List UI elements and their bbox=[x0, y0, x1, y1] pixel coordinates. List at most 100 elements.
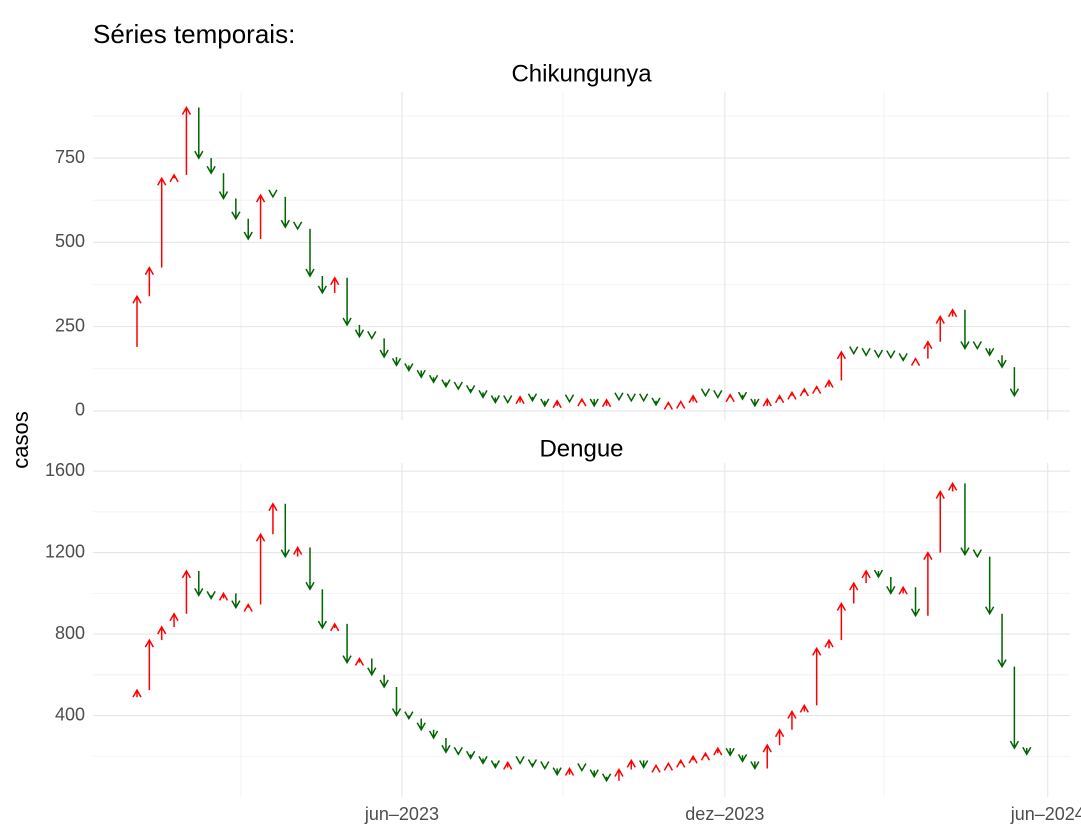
arrow-down bbox=[416, 718, 426, 732]
arrow-up bbox=[812, 385, 822, 394]
arrow-down bbox=[737, 753, 748, 763]
arrow-down bbox=[700, 388, 711, 398]
arrow-up bbox=[255, 532, 266, 605]
arrow-down bbox=[206, 158, 216, 175]
arrow-down bbox=[391, 687, 402, 718]
y-tick-label: 1600 bbox=[45, 460, 85, 480]
arrow-down bbox=[428, 374, 439, 384]
arrow-down bbox=[552, 767, 562, 777]
arrow-down bbox=[1009, 367, 1020, 398]
y-tick-label: 800 bbox=[55, 623, 85, 643]
arrow-up bbox=[725, 393, 735, 403]
arrow-down bbox=[725, 747, 735, 757]
arrow-down bbox=[972, 549, 982, 559]
arrow-up bbox=[898, 585, 908, 595]
arrow-down bbox=[626, 393, 636, 403]
arrow-down bbox=[379, 338, 389, 359]
arrow-up bbox=[218, 591, 229, 601]
arrow-up bbox=[774, 394, 785, 404]
arrow-up bbox=[626, 758, 636, 770]
arrow-down bbox=[861, 347, 871, 357]
arrow-down bbox=[367, 658, 377, 677]
arrow-down bbox=[540, 398, 550, 408]
arrow-down bbox=[898, 352, 908, 362]
arrow-down bbox=[305, 547, 315, 591]
arrow-down bbox=[651, 397, 661, 407]
arrow-up bbox=[849, 581, 859, 604]
arrow-down bbox=[465, 384, 476, 394]
arrow-down bbox=[453, 746, 463, 756]
arrow-down bbox=[1022, 746, 1032, 756]
arrow-up bbox=[651, 763, 661, 773]
arrow-down bbox=[886, 577, 896, 595]
arrow-down bbox=[231, 593, 241, 610]
arrow-up bbox=[515, 395, 525, 405]
arrow-up bbox=[663, 400, 674, 410]
arrow-up bbox=[169, 173, 179, 183]
panel-title: Chikungunya bbox=[511, 60, 652, 87]
arrow-up bbox=[663, 761, 674, 771]
arrow-up bbox=[144, 638, 155, 691]
page-title: Séries temporais: bbox=[93, 19, 295, 49]
arrow-up bbox=[799, 703, 809, 713]
arrow-down bbox=[453, 381, 463, 391]
arrow-down bbox=[589, 769, 599, 779]
arrow-down bbox=[379, 674, 389, 689]
arrow-up bbox=[330, 276, 340, 293]
arrow-down bbox=[886, 350, 896, 360]
arrow-down bbox=[849, 346, 859, 356]
arrow-down bbox=[367, 331, 377, 340]
arrow-down bbox=[910, 587, 921, 618]
arrow-down bbox=[465, 750, 476, 760]
arrow-up bbox=[713, 746, 723, 756]
arrow-down bbox=[960, 309, 970, 351]
arrow-down bbox=[960, 483, 970, 557]
arrow-up bbox=[676, 399, 686, 409]
arrow-down bbox=[354, 324, 365, 339]
arrow-down bbox=[997, 613, 1007, 669]
arrow-down bbox=[206, 591, 216, 600]
arrow-up bbox=[923, 551, 933, 616]
arrow-down bbox=[305, 228, 315, 278]
arrow-up bbox=[799, 387, 809, 397]
y-tick-label: 400 bbox=[55, 704, 85, 724]
arrow-up bbox=[812, 646, 822, 706]
arrow-down bbox=[428, 729, 439, 740]
arrow-down bbox=[280, 196, 290, 229]
arrow-down bbox=[639, 393, 649, 403]
arrow-up bbox=[935, 314, 945, 342]
arrow-down bbox=[577, 763, 587, 773]
arrow-up bbox=[910, 357, 921, 367]
arrow-up bbox=[947, 308, 958, 318]
arrow-down bbox=[713, 390, 723, 399]
arrow-down bbox=[527, 759, 538, 768]
arrow-up bbox=[700, 751, 711, 761]
arrow-down bbox=[737, 391, 748, 401]
arrow-down bbox=[564, 394, 575, 404]
arrow-down bbox=[342, 277, 352, 327]
arrow-down bbox=[490, 760, 501, 769]
y-tick-label: 750 bbox=[55, 147, 85, 167]
panel-title: Dengue bbox=[539, 435, 623, 462]
arrow-up bbox=[601, 398, 612, 408]
arrow-down bbox=[231, 198, 241, 221]
y-tick-label: 0 bbox=[75, 400, 85, 420]
arrow-up bbox=[144, 266, 155, 297]
y-tick-label: 1200 bbox=[45, 541, 85, 561]
arrow-down bbox=[280, 503, 290, 559]
y-axis-label: casos bbox=[8, 411, 33, 468]
arrow-down bbox=[589, 398, 599, 408]
arrow-up bbox=[787, 390, 797, 400]
arrow-down bbox=[490, 395, 501, 404]
arrow-down bbox=[404, 363, 414, 372]
arrow-down bbox=[243, 218, 253, 241]
arrow-down bbox=[985, 556, 995, 616]
arrow-down bbox=[218, 173, 229, 201]
arrow-down bbox=[342, 623, 352, 665]
arrow-up bbox=[330, 622, 340, 632]
arrow-up bbox=[861, 569, 871, 584]
arrow-down bbox=[601, 773, 612, 783]
x-tick-label: jun–2024 bbox=[1010, 804, 1081, 824]
arrow-down bbox=[317, 589, 328, 630]
